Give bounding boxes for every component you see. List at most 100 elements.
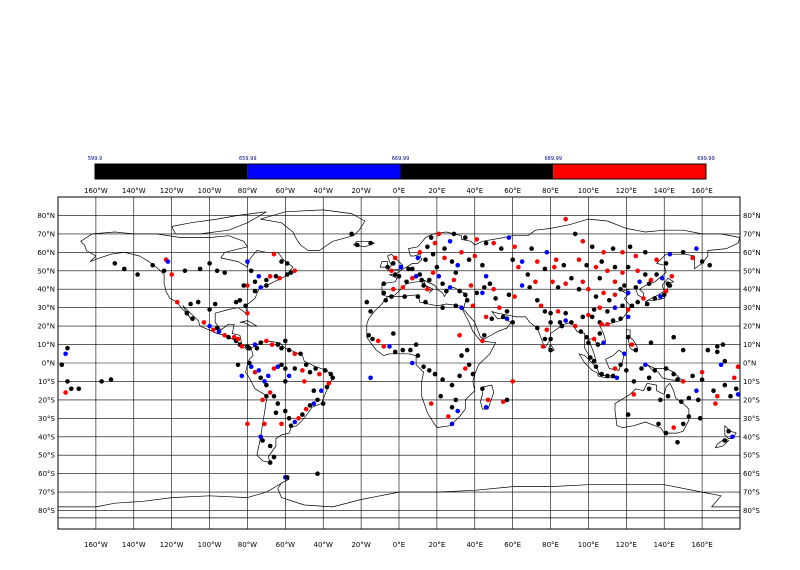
- station-marker: [169, 272, 174, 277]
- colorbar-tick-labels: 599.9 659.99 669.99 689.99 699.99: [88, 156, 715, 162]
- gridlines: [58, 197, 740, 529]
- station-marker: [449, 405, 455, 410]
- station-marker: [222, 270, 227, 275]
- station-marker: [637, 279, 642, 285]
- station-marker: [112, 261, 118, 266]
- station-marker: [690, 255, 695, 261]
- station-marker: [400, 347, 406, 353]
- station-marker: [243, 303, 248, 309]
- longitude-label: 20°W: [351, 541, 370, 549]
- station-marker: [271, 251, 277, 257]
- station-marker: [675, 440, 680, 445]
- station-marker: [453, 270, 459, 275]
- longitude-label: 60°W: [276, 541, 295, 549]
- longitude-label: 160°E: [691, 541, 712, 549]
- station-marker: [504, 397, 510, 403]
- station-marker: [417, 272, 423, 277]
- station-marker: [663, 366, 669, 371]
- latitude-label: 10°S: [38, 378, 55, 386]
- station-marker: [555, 309, 561, 314]
- station-marker: [368, 309, 373, 314]
- station-marker: [99, 379, 104, 384]
- station-marker: [597, 275, 603, 281]
- latitude-label: 70°S: [38, 489, 55, 497]
- longitude-label: 20°W: [351, 187, 370, 195]
- station-marker: [197, 266, 203, 272]
- station-marker: [207, 261, 212, 266]
- station-marker: [694, 246, 699, 251]
- longitude-label: 100°W: [198, 541, 222, 549]
- station-marker: [641, 296, 646, 301]
- station-marker: [707, 262, 712, 268]
- station-marker: [432, 371, 438, 377]
- station-marker: [245, 421, 250, 427]
- station-marker: [267, 274, 273, 279]
- station-marker: [500, 399, 506, 405]
- station-marker: [658, 294, 663, 299]
- station-marker: [618, 316, 623, 322]
- station-marker: [298, 351, 303, 357]
- station-marker: [266, 373, 271, 379]
- latitude-label: 10°N: [37, 341, 55, 349]
- station-marker: [663, 430, 669, 436]
- station-marker: [633, 347, 639, 353]
- station-marker: [207, 307, 212, 312]
- station-marker: [387, 344, 392, 349]
- longitude-label: 0°E: [393, 187, 405, 195]
- station-marker: [260, 397, 265, 403]
- station-marker: [237, 298, 243, 303]
- latitude-label: 50°N: [743, 267, 761, 275]
- station-marker: [572, 323, 578, 329]
- station-marker: [267, 460, 273, 465]
- coastline: [480, 384, 495, 410]
- station-marker: [410, 360, 415, 366]
- station-marker: [349, 231, 354, 237]
- longitude-label: 40°E: [466, 187, 483, 195]
- station-marker: [427, 368, 432, 373]
- latitude-label: 40°N: [37, 286, 55, 294]
- station-marker: [654, 272, 659, 277]
- colorbar-outline: [94, 163, 707, 180]
- station-marker: [239, 344, 245, 349]
- longitude-label: 160°W: [84, 541, 108, 549]
- station-marker: [483, 314, 489, 320]
- station-marker: [680, 421, 686, 427]
- station-marker: [428, 401, 434, 406]
- station-marker: [497, 305, 502, 311]
- station-marker: [258, 340, 264, 346]
- station-marker: [69, 386, 74, 392]
- latitude-label: 60°S: [743, 470, 760, 478]
- station-marker: [605, 322, 610, 327]
- station-marker: [576, 286, 582, 292]
- station-marker: [622, 283, 627, 288]
- station-marker: [661, 292, 667, 298]
- station-marker: [271, 366, 277, 371]
- station-marker: [597, 331, 603, 336]
- station-marker: [279, 362, 284, 368]
- station-marker: [660, 275, 665, 281]
- station-marker: [415, 353, 421, 358]
- station-marker: [487, 281, 493, 287]
- station-marker: [135, 272, 140, 277]
- station-marker: [239, 373, 245, 379]
- station-marker: [226, 334, 231, 340]
- station-marker: [675, 377, 680, 382]
- station-marker: [605, 309, 610, 314]
- station-marker: [639, 366, 644, 371]
- station-marker: [555, 285, 561, 290]
- longitude-label: 20°E: [428, 187, 445, 195]
- longitude-label: 60°E: [504, 187, 521, 195]
- station-marker: [722, 358, 728, 364]
- station-marker: [612, 264, 618, 270]
- station-marker: [569, 275, 574, 281]
- station-marker: [480, 386, 485, 392]
- station-marker: [516, 264, 521, 270]
- station-marker: [292, 351, 298, 357]
- station-marker: [578, 329, 584, 334]
- station-marker: [63, 351, 68, 357]
- station-marker: [474, 237, 480, 242]
- latitude-label: 50°S: [743, 452, 760, 460]
- station-marker: [679, 399, 684, 405]
- station-marker: [122, 266, 127, 272]
- colorbar-tick-label: 689.99: [545, 156, 563, 162]
